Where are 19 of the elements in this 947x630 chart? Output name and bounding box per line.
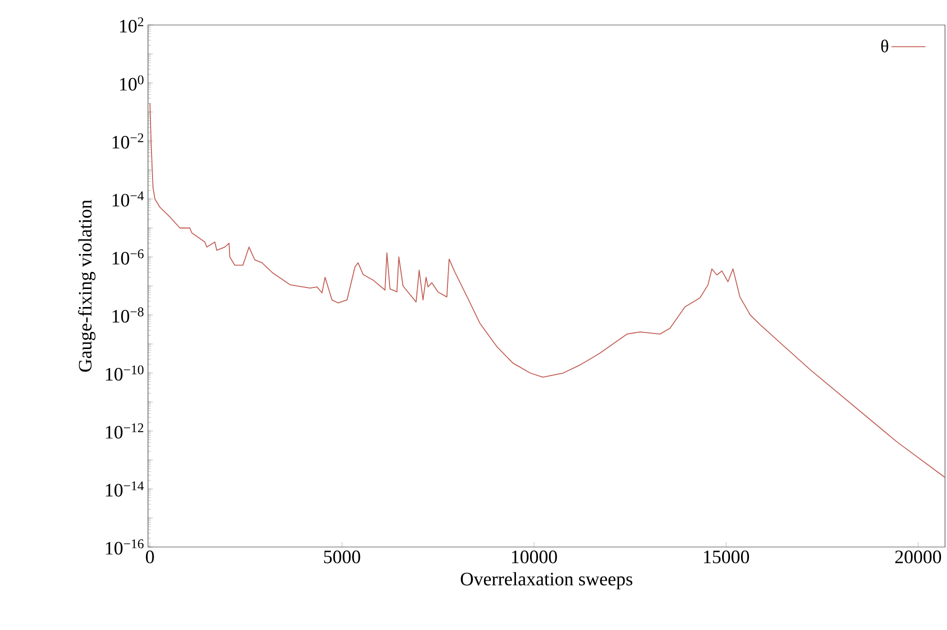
line-series	[149, 102, 946, 478]
y-tick-label: 10$^{0}$	[120, 75, 144, 91]
y-tick-label: 10$^{−14}$	[106, 481, 144, 497]
x-tick-label: 15000	[704, 550, 750, 564]
y-axis-title: Gauge-fixing violation	[78, 200, 96, 372]
y-tick-label: 10$^{2}$	[120, 17, 144, 33]
y-tick-label: 10$^{−16}$	[106, 539, 144, 555]
x-tick-label: 20000	[895, 550, 942, 564]
x-tick-label: 0	[146, 550, 154, 564]
y-tick-label: 10$^{−12}$	[106, 423, 144, 439]
y-tick-label: 10$^{−6}$	[112, 249, 144, 265]
legend-label: θ	[881, 40, 888, 52]
x-tick-label: 10000	[512, 550, 557, 564]
y-tick-label: 10$^{−4}$	[112, 191, 144, 207]
x-tick-label: 5000	[324, 550, 360, 564]
y-tick-label: 10$^{−8}$	[112, 307, 144, 323]
y-tick-label: 10$^{−2}$	[112, 133, 144, 149]
y-tick-label: 10$^{−10}$	[106, 365, 144, 381]
x-axis-title: Overrelaxation sweeps	[460, 572, 632, 590]
